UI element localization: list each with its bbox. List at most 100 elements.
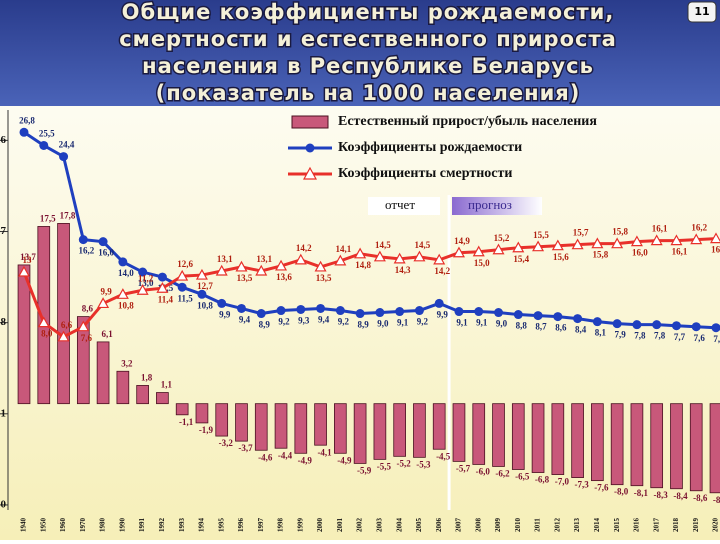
point-label: 13,1 [217, 254, 233, 264]
legend-marker [306, 144, 315, 153]
bar-label: -5,3 [416, 459, 431, 469]
bar-label: -8,8 [713, 495, 720, 505]
x-tick-label: 2016 [633, 518, 641, 533]
legend-label: Коэффициенты смертности [338, 166, 512, 181]
bar [354, 404, 366, 464]
bar-label: -6,2 [495, 469, 510, 479]
bar [671, 404, 683, 489]
bar-label: -4,9 [337, 455, 352, 465]
point-label: 15,4 [513, 254, 529, 264]
point-label: 14,8 [355, 260, 371, 270]
point [79, 235, 88, 244]
bar [413, 404, 425, 458]
bar [295, 404, 307, 454]
bar [137, 385, 149, 403]
point-label: 8,9 [357, 320, 369, 330]
point-label: 11,2 [138, 273, 154, 283]
point [534, 311, 543, 320]
point-label: 15,0 [474, 258, 490, 268]
point [652, 320, 661, 329]
point-label: 16,2 [691, 223, 707, 233]
bar [572, 404, 584, 478]
x-tick-label: 1997 [257, 518, 265, 533]
bar-label: -7,6 [594, 483, 609, 493]
point [415, 306, 424, 315]
point [514, 310, 523, 319]
x-tick-label: 2006 [435, 518, 443, 533]
point [178, 283, 187, 292]
point-label: 14,1 [335, 244, 351, 254]
chart-title: Общие коэффициенты рождаемости, [122, 0, 615, 24]
point-label: 9,9 [100, 286, 112, 296]
point-label: 13,5 [237, 273, 253, 283]
bar [315, 404, 327, 446]
y-tick-label: 26 [0, 134, 7, 146]
x-tick-label: 2001 [336, 518, 344, 533]
point [613, 319, 622, 328]
point [296, 305, 305, 314]
x-tick-label: 2018 [672, 518, 680, 533]
bar-label: -8,6 [693, 493, 708, 503]
point-label: 14,0 [118, 268, 134, 278]
point-label: 13 [23, 255, 33, 265]
point [454, 307, 463, 316]
x-tick-label: 1998 [277, 518, 285, 533]
point-label: 9,4 [318, 315, 330, 325]
point [573, 314, 582, 323]
x-tick-label: 2008 [474, 518, 482, 533]
point [197, 290, 206, 299]
point-label: 11,5 [178, 293, 194, 303]
point [316, 304, 325, 313]
x-tick-label: 2002 [356, 518, 364, 533]
x-tick-label: 2007 [455, 518, 463, 533]
x-tick-label: 1950 [39, 518, 47, 533]
point-label: 16,1 [652, 224, 668, 234]
point-label: 9,1 [476, 318, 488, 328]
point-label: 8,7 [535, 322, 547, 332]
x-tick-label: 2004 [395, 518, 403, 533]
x-tick-label: 2011 [534, 518, 542, 532]
point-label: 12,7 [197, 281, 213, 291]
point-label: 15,8 [612, 227, 628, 237]
bar [394, 404, 406, 457]
y-tick-label: 17 [0, 225, 7, 237]
bar [275, 404, 287, 449]
bar-label: 17,5 [40, 214, 56, 224]
point-label: 7,7 [674, 332, 686, 342]
point-label: 9,1 [456, 318, 468, 328]
point [375, 308, 384, 317]
bar-label: 1,1 [161, 380, 173, 390]
bar [176, 404, 188, 415]
point [632, 320, 641, 329]
bar [611, 404, 623, 485]
point-label: 14,2 [296, 243, 312, 253]
point [494, 308, 503, 317]
bar [473, 404, 485, 465]
point-label: 25,5 [39, 129, 55, 139]
point-label: 6,6 [61, 320, 73, 330]
point-label: 8,0 [41, 329, 53, 339]
legend-swatch [292, 116, 328, 128]
bar-label: -4,4 [278, 450, 293, 460]
bar [512, 404, 524, 470]
point-label: 8,1 [595, 328, 607, 338]
bar [117, 371, 129, 403]
x-tick-label: 2017 [652, 518, 660, 533]
point-label: 7,5 [713, 334, 720, 344]
point [257, 309, 266, 318]
x-tick-label: 1996 [237, 518, 245, 533]
bar-label: -8,3 [654, 490, 669, 500]
point-label: 15,7 [573, 228, 589, 238]
bar-label: -8,0 [614, 487, 629, 497]
point [59, 152, 68, 161]
point-label: 16,0 [98, 248, 114, 258]
point-label: 8,6 [555, 323, 567, 333]
page-number: 11 [694, 5, 709, 18]
x-tick-label: 1993 [178, 518, 186, 533]
point-label: 7,8 [654, 331, 666, 341]
bar-label: 6,1 [101, 329, 113, 339]
point-label: 9,2 [278, 317, 290, 327]
point-label: 14,5 [415, 240, 431, 250]
bar-label: -5,2 [397, 458, 412, 468]
bar [196, 404, 208, 423]
